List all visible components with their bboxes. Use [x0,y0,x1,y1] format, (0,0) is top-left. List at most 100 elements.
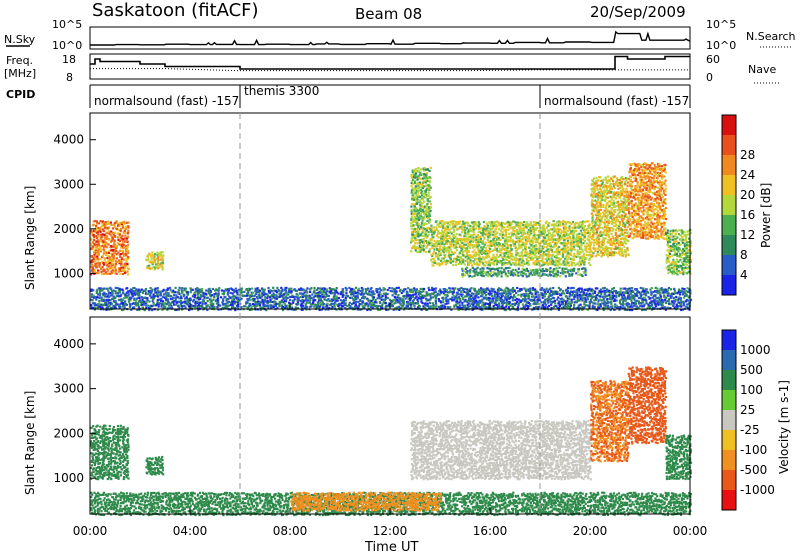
data-cell [521,243,524,246]
data-cell [114,272,117,275]
data-cell [646,167,649,170]
data-cell [648,208,651,211]
data-cell [544,257,547,261]
data-cell [438,249,441,253]
data-cell [629,224,633,227]
data-cell [524,239,527,242]
data-cell [252,302,255,306]
data-cell [534,259,537,263]
data-cell [109,261,112,264]
data-cell [447,252,450,255]
data-cell [507,240,510,243]
data-cell [539,229,542,232]
data-cell [96,295,99,298]
data-cell [492,274,495,277]
data-cell [121,272,125,276]
data-cell [479,235,482,238]
data-cell [641,201,645,204]
data-cell [194,290,197,293]
data-cell [638,184,642,187]
data-cell [425,184,428,187]
data-cell [221,306,224,309]
data-cell [437,257,440,260]
data-cell [572,240,575,244]
data-cell [558,266,561,269]
data-cell [599,184,602,187]
data-cell [423,177,426,180]
data-cell [455,260,458,264]
data-cell [125,221,128,224]
data-cell [249,302,252,305]
data-cell [637,206,640,209]
data-cell [599,200,602,203]
data-cell [623,190,626,193]
data-cell [410,217,413,220]
data-cell [627,220,630,223]
data-cell [597,205,600,208]
data-cell [689,250,692,253]
data-cell [97,269,100,272]
data-cell [465,260,468,263]
data-cell [461,225,464,228]
data-cell [458,227,461,230]
data-cell [149,307,152,310]
data-cell [138,294,141,297]
data-cell [631,173,635,177]
data-cell [496,225,499,228]
data-cell [596,229,599,232]
data-cell [99,220,102,223]
data-cell [527,252,530,255]
data-cell [619,227,622,230]
data-cell [644,234,647,237]
data-cell [125,227,128,230]
data-cell [122,258,125,261]
data-cell [122,238,125,241]
data-cell [644,171,647,174]
data-cell [600,188,603,191]
data-cell [119,221,122,224]
data-cell [533,231,536,234]
data-cell [510,231,513,234]
data-cell [553,234,556,237]
data-cell [644,193,647,196]
data-cell [286,306,289,309]
data-cell [283,299,286,302]
data-cell [526,223,529,226]
data-cell [647,193,650,197]
data-cell [630,183,633,186]
data-cell [271,297,274,300]
data-cell [101,233,104,236]
data-cell [544,234,547,237]
data-cell [646,192,649,195]
data-cell [128,302,131,306]
data-cell [635,169,638,172]
data-cell [609,238,612,241]
data-cell [621,237,624,240]
data-cell [549,243,552,246]
data-cell [466,227,469,230]
data-cell [275,291,278,294]
data-cell [661,177,664,180]
data-cell [99,289,102,292]
data-cell [410,230,414,234]
data-cell [428,242,431,245]
data-cell [416,198,419,201]
data-cell [600,242,603,245]
data-cell [462,250,465,253]
data-cell [489,233,492,236]
data-cell [458,222,461,225]
data-cell [561,234,564,237]
data-cell [683,271,687,274]
data-cell [570,268,573,271]
data-cell [428,169,431,172]
data-cell [537,234,540,237]
data-cell [481,242,484,245]
data-cell [508,232,511,235]
data-cell [159,292,162,295]
data-cell [658,217,661,220]
data-cell [673,249,676,252]
data-cell [516,258,519,261]
data-cell [218,304,222,307]
data-cell [95,266,98,269]
data-cell [188,299,191,302]
